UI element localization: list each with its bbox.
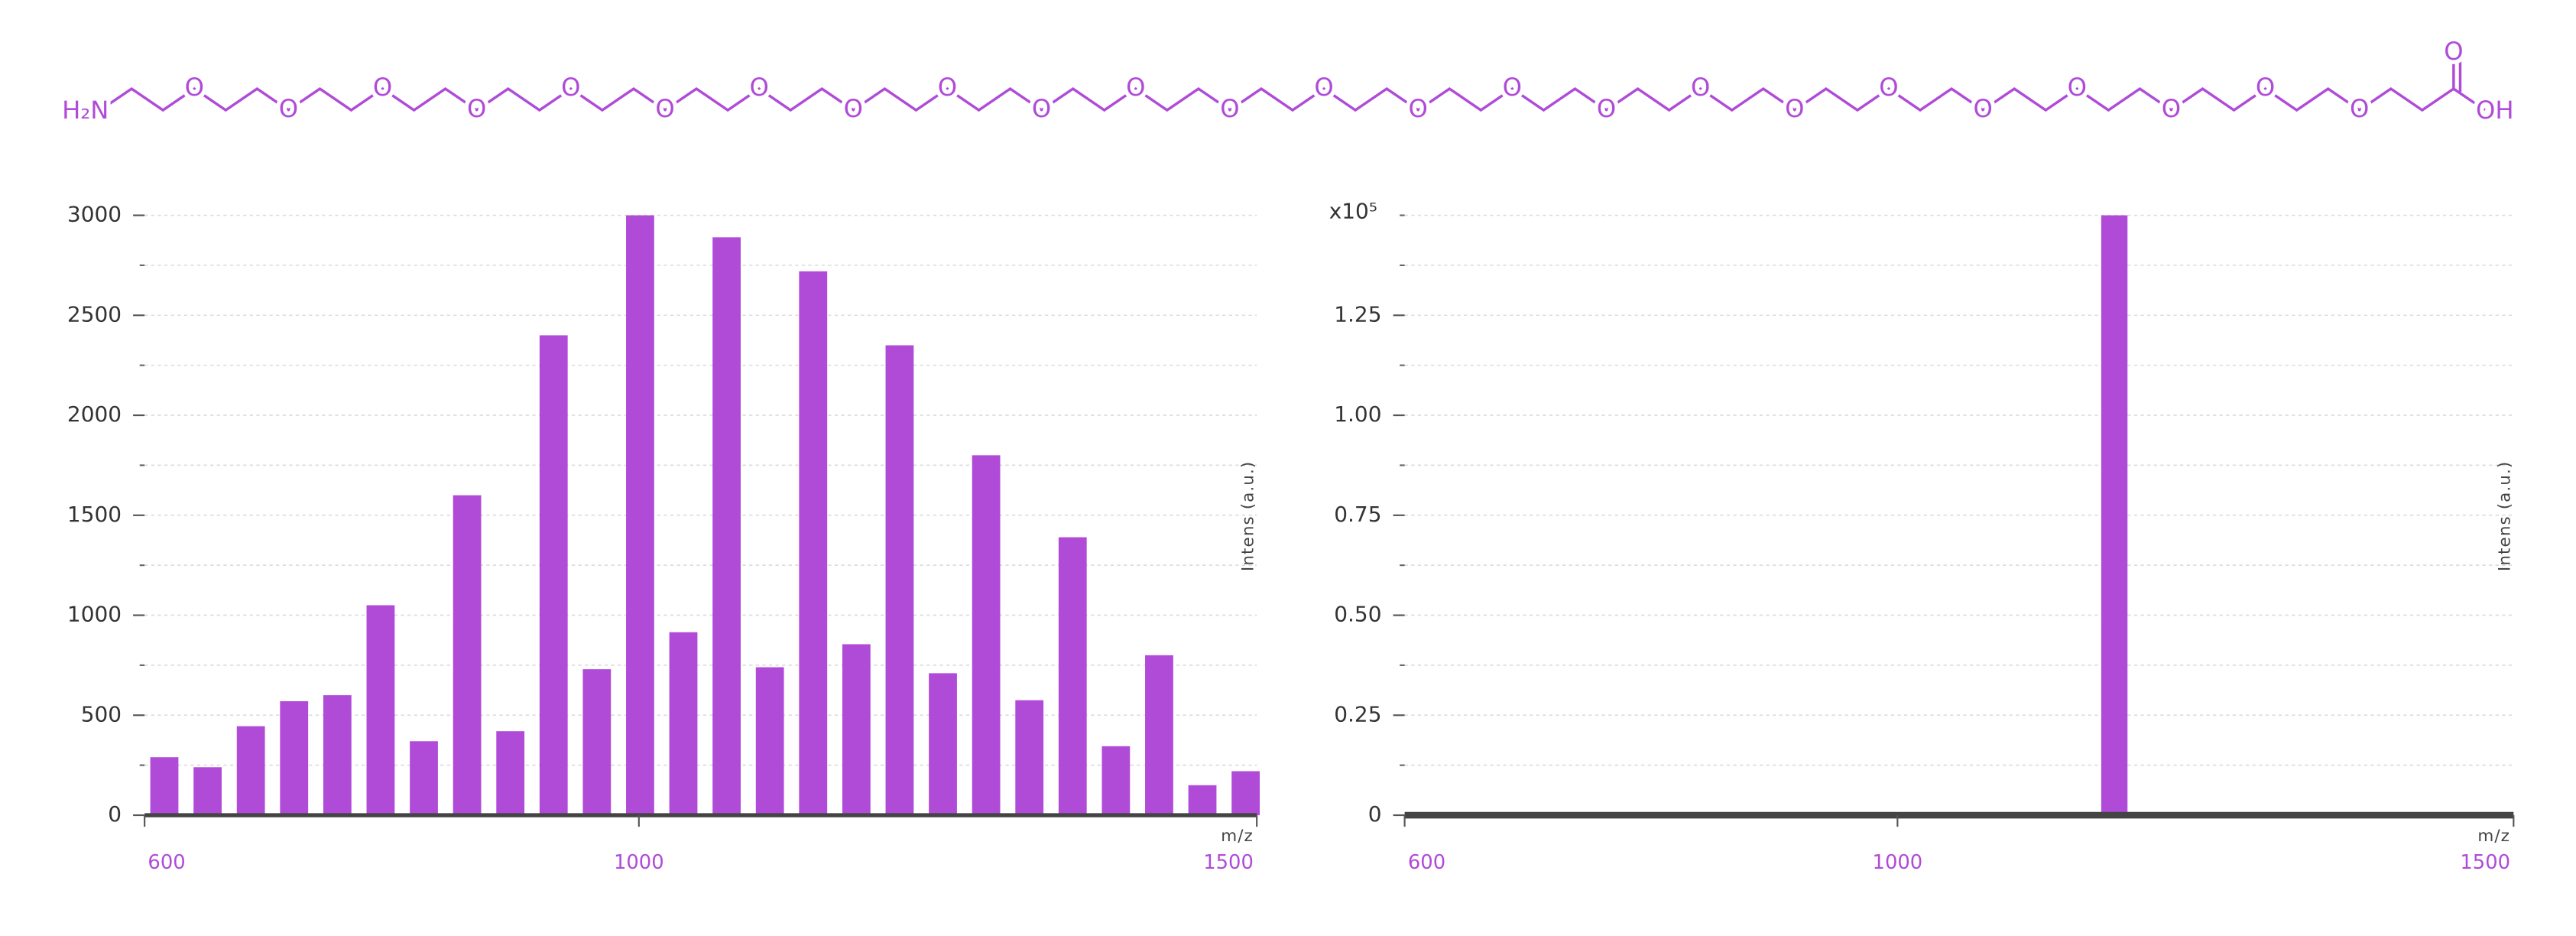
- y-tick-label: 0.50: [1334, 602, 1381, 627]
- atom-label: O: [655, 94, 674, 123]
- atom-label: O: [1973, 94, 1992, 123]
- bar: [626, 215, 654, 816]
- atom-label: O: [2444, 37, 2463, 66]
- atom-label: O: [2256, 73, 2275, 102]
- bar: [539, 335, 568, 816]
- bar: [1101, 746, 1131, 816]
- y-axis-label: Intens (a.u.): [1238, 461, 1257, 571]
- bar: [712, 237, 741, 816]
- bar: [280, 700, 309, 816]
- atom-label: O: [1409, 94, 1428, 123]
- atom-label: H₂N: [62, 96, 109, 125]
- y-tick-label: 500: [81, 701, 122, 726]
- y-tick-label: 1.00: [1334, 401, 1381, 427]
- bar: [885, 345, 914, 816]
- bar: [755, 667, 784, 816]
- bar: [193, 767, 222, 816]
- bar: [972, 455, 1001, 816]
- atom-label: O: [1032, 94, 1051, 123]
- atom-label: O: [1220, 94, 1239, 123]
- x-tick-label: 1000: [614, 851, 664, 874]
- charts: 0 500 1000 1500 2000 2500 3000 600 1000 1500 m/z In…: [67, 198, 2515, 874]
- bar: [669, 632, 698, 816]
- atom-label: O: [938, 73, 957, 102]
- bar: [1145, 655, 1173, 816]
- atom-label: O: [1879, 73, 1898, 102]
- bar: [842, 644, 871, 816]
- atom-label: O: [1503, 73, 1522, 102]
- bar: [410, 741, 438, 816]
- atom-label: O: [1597, 94, 1616, 123]
- chain-bonds: [99, 86, 2486, 112]
- atom-label: O: [467, 94, 486, 123]
- bar: [453, 495, 482, 816]
- bar: [2101, 215, 2128, 816]
- atom-label: OH: [2476, 96, 2514, 125]
- atom-label: O: [1785, 94, 1804, 123]
- bar: [236, 726, 265, 816]
- bar: [929, 673, 957, 816]
- bar: [1188, 785, 1217, 816]
- atom-label: O: [279, 94, 298, 123]
- chart-panel: 0 500 1000 1500 2000 2500 3000 600 1000 1500 m/z In…: [67, 202, 1260, 874]
- bar: [799, 271, 828, 816]
- y-tick-label: 0.75: [1334, 502, 1381, 527]
- bar: [496, 731, 525, 816]
- y-tick-label: 3000: [67, 202, 122, 227]
- x-tick-label: 1500: [2460, 851, 2510, 874]
- x-tick-label: 1000: [1873, 851, 1923, 874]
- bar: [582, 669, 612, 816]
- x-axis-label: m/z: [1221, 827, 1254, 846]
- bar: [323, 695, 352, 816]
- bar: [150, 757, 179, 816]
- atom-label: O: [844, 94, 863, 123]
- atom-label: O: [185, 73, 204, 102]
- y-tick-label: 1.25: [1334, 301, 1381, 327]
- atom-label: O: [1314, 73, 1333, 102]
- x-tick-label: 1500: [1203, 851, 1254, 874]
- y-tick-label: 1500: [67, 502, 122, 527]
- bar: [1231, 771, 1260, 816]
- y-tick-label: 2500: [67, 301, 122, 327]
- atom-label: O: [1691, 73, 1710, 102]
- atom-label: O: [2350, 94, 2369, 123]
- atom-label: O: [1126, 73, 1145, 102]
- y-tick-label: 0.25: [1334, 701, 1381, 726]
- atom-label: O: [749, 73, 768, 102]
- atom-label: O: [2162, 94, 2181, 123]
- y-tick-label: 1000: [67, 602, 122, 627]
- atom-label: O: [561, 73, 580, 102]
- molecule-structure: H₂N O O O O O O O O O O O O O O O O O O O O O O O O O OH: [58, 32, 2518, 128]
- atom-label: O: [373, 73, 392, 102]
- y-tick-label: 2000: [67, 401, 122, 427]
- y-tick-label: 0: [1368, 801, 1382, 827]
- bar: [366, 605, 395, 816]
- x-axis-label: m/z: [2477, 827, 2510, 846]
- bar: [1015, 700, 1044, 816]
- x-tick-label: 600: [1408, 851, 1445, 874]
- x-tick-label: 600: [148, 851, 185, 874]
- y-multiplier: x10⁵: [1329, 198, 1377, 223]
- chart-panel: 0 0.25 0.50 0.75 1.00 1.25 x10⁵ 600 1000 1500 m/z I…: [1329, 198, 2515, 874]
- bar: [1058, 537, 1087, 816]
- y-tick-label: 0: [108, 801, 122, 827]
- atom-label: O: [2068, 73, 2087, 102]
- y-axis-label: Intens (a.u.): [2496, 461, 2515, 571]
